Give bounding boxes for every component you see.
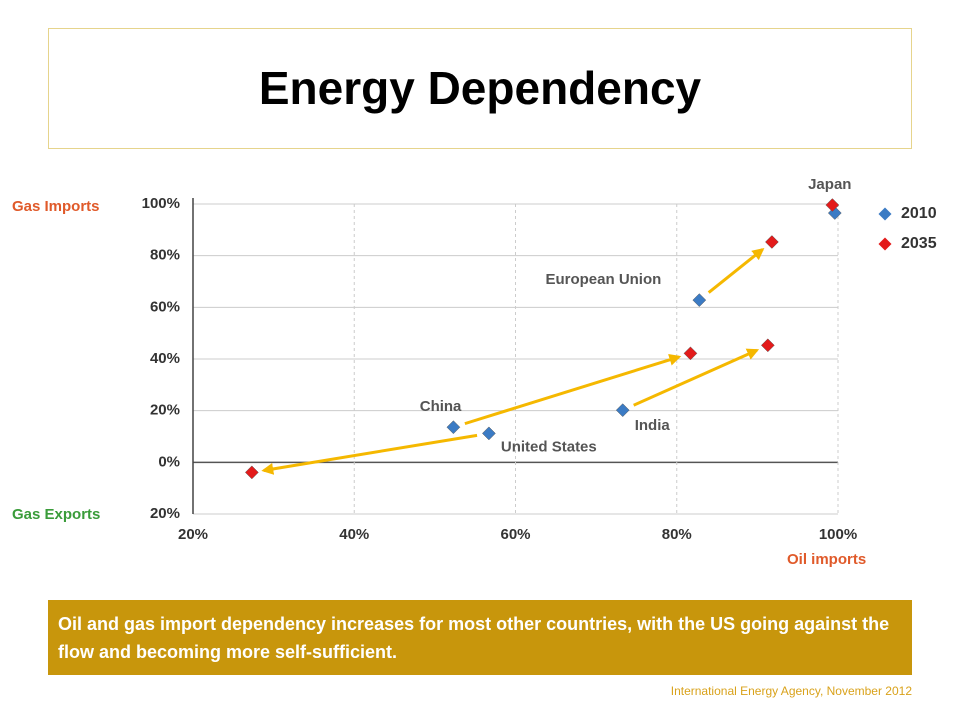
- x-tick-label: 20%: [178, 526, 208, 543]
- arrow: [261, 433, 478, 475]
- point: [683, 346, 698, 361]
- point: [446, 420, 461, 435]
- y-label-bottom: Gas Exports: [12, 506, 100, 523]
- x-tick-label: 100%: [819, 526, 857, 543]
- point-label: China: [420, 398, 462, 415]
- point-label: Japan: [808, 176, 851, 193]
- x-label: Oil imports: [787, 551, 866, 568]
- y-tick-label: 40%: [150, 350, 180, 367]
- y-tick-label: 20%: [150, 505, 180, 522]
- y-tick-label: 60%: [150, 298, 180, 315]
- arrow: [464, 354, 682, 426]
- legend-label: 2010: [901, 205, 937, 222]
- point: [692, 293, 707, 307]
- point-label: India: [635, 417, 671, 434]
- chart-title: Energy Dependency: [259, 62, 702, 114]
- x-tick-label: 40%: [339, 526, 369, 543]
- caption: Oil and gas import dependency increases …: [48, 600, 912, 675]
- arrow: [633, 348, 760, 407]
- title-box: [48, 28, 912, 149]
- y-label-top: Gas Imports: [12, 198, 100, 215]
- x-tick-label: 80%: [662, 526, 692, 543]
- point: [245, 465, 259, 480]
- source: International Energy Agency, November 20…: [670, 684, 912, 698]
- y-tick-label: 100%: [142, 195, 180, 212]
- point-label: United States: [501, 438, 597, 455]
- point: [761, 338, 775, 353]
- point: [615, 403, 630, 418]
- point: [825, 198, 840, 212]
- x-tick-label: 60%: [500, 526, 530, 543]
- legend-label: 2035: [901, 235, 937, 252]
- point: [482, 426, 496, 441]
- y-tick-label: 80%: [150, 247, 180, 264]
- point: [765, 235, 779, 249]
- legend-marker: [878, 237, 892, 251]
- legend-marker: [878, 207, 892, 221]
- y-tick-label: 20%: [150, 402, 180, 419]
- y-tick-label: 0%: [158, 453, 180, 470]
- arrow: [707, 247, 765, 294]
- point-label: European Union: [545, 271, 661, 288]
